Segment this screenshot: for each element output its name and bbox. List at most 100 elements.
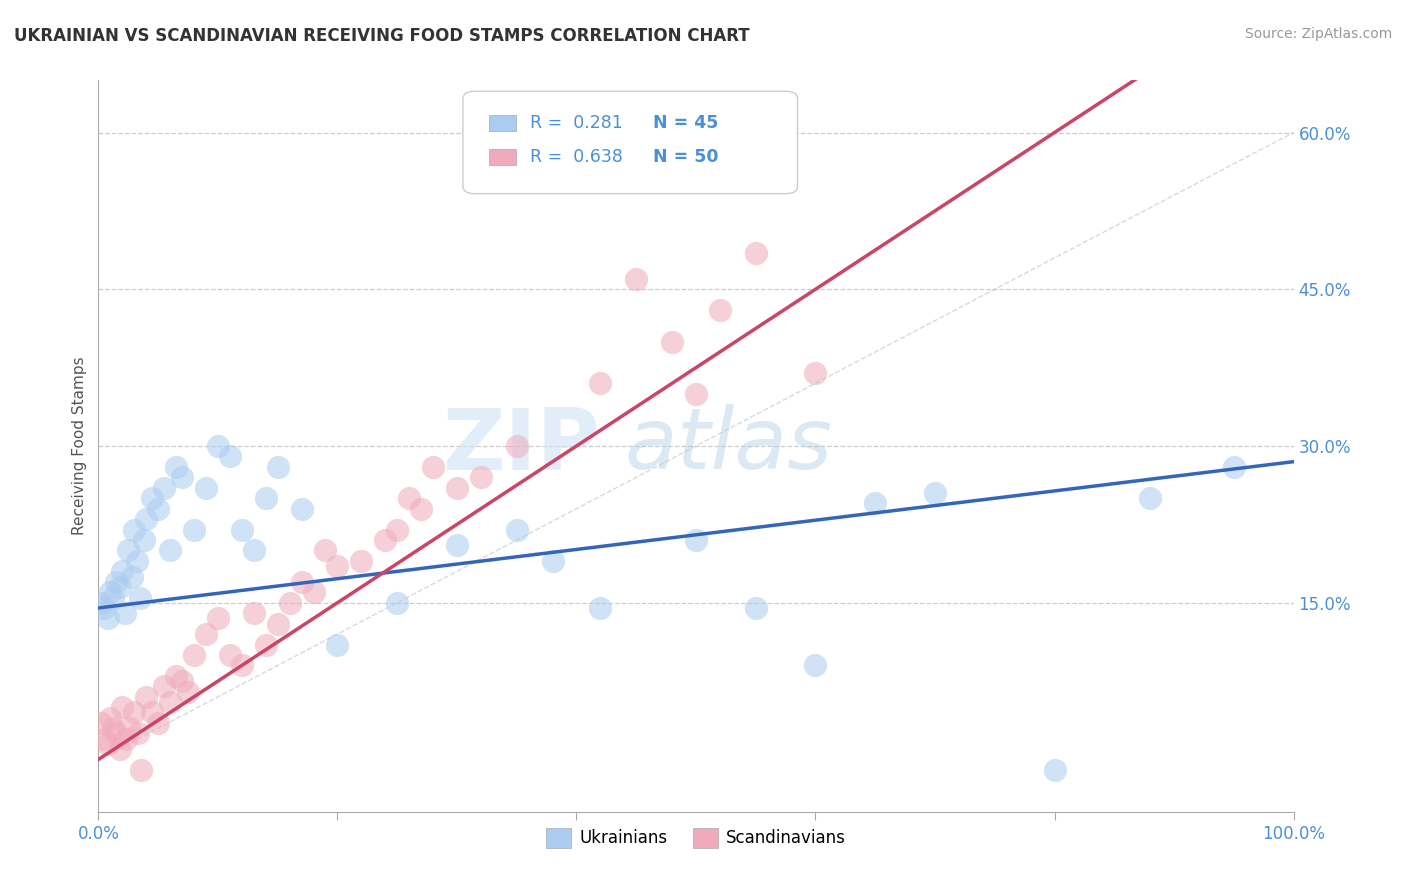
Point [385, 523, 409, 537]
Point [267, 616, 290, 631]
Point [291, 501, 314, 516]
Point [183, 523, 205, 537]
Point [506, 523, 529, 537]
Legend: Ukrainians, Scandinavians: Ukrainians, Scandinavians [540, 821, 852, 855]
Point [101, 721, 124, 735]
Point [422, 459, 444, 474]
Point [165, 459, 187, 474]
Point [446, 538, 468, 552]
Text: Source: ZipAtlas.com: Source: ZipAtlas.com [1244, 27, 1392, 41]
Point [195, 627, 218, 641]
Point [1223, 459, 1246, 474]
Point [108, 742, 131, 756]
Text: UKRAINIAN VS SCANDINAVIAN RECEIVING FOOD STAMPS CORRELATION CHART: UKRAINIAN VS SCANDINAVIAN RECEIVING FOOD… [14, 27, 749, 45]
Point [302, 585, 325, 599]
Point [231, 523, 253, 537]
Point [172, 674, 194, 689]
Point [267, 459, 290, 474]
Point [135, 512, 157, 526]
Point [924, 486, 946, 500]
Point [219, 648, 242, 662]
Point [745, 245, 768, 260]
Point [153, 481, 176, 495]
Point [131, 763, 153, 777]
Point [148, 501, 170, 516]
Point [243, 606, 266, 620]
Point [117, 543, 139, 558]
Point [326, 559, 349, 574]
Point [108, 580, 131, 594]
Point [589, 376, 612, 391]
Point [207, 611, 229, 625]
Point [91, 596, 114, 610]
Point [98, 585, 122, 599]
Point [195, 481, 218, 495]
Point [804, 366, 827, 380]
Point [132, 533, 155, 547]
Point [101, 591, 124, 605]
Point [177, 684, 200, 698]
Point [121, 569, 143, 583]
Text: N = 50: N = 50 [652, 148, 718, 166]
Point [685, 533, 707, 547]
Point [374, 533, 396, 547]
Point [219, 450, 242, 464]
Point [111, 565, 134, 579]
Point [165, 669, 187, 683]
Point [153, 679, 176, 693]
Point [804, 658, 827, 673]
Point [105, 574, 128, 589]
Point [141, 491, 163, 506]
Point [278, 596, 301, 610]
FancyBboxPatch shape [489, 115, 516, 131]
Point [231, 658, 253, 673]
Point [506, 439, 529, 453]
Point [446, 481, 468, 495]
Point [315, 543, 337, 558]
Point [626, 272, 648, 286]
Point [661, 334, 683, 349]
Point [159, 695, 181, 709]
Y-axis label: Receiving Food Stamps: Receiving Food Stamps [72, 357, 87, 535]
Point [183, 648, 205, 662]
Point [93, 601, 115, 615]
Point [470, 470, 492, 484]
Point [125, 554, 148, 568]
Point [111, 700, 134, 714]
Point [398, 491, 420, 506]
FancyBboxPatch shape [463, 91, 797, 194]
Point [124, 523, 146, 537]
Point [124, 706, 146, 720]
Point [411, 501, 433, 516]
Point [114, 606, 136, 620]
Text: N = 45: N = 45 [652, 113, 718, 132]
Point [129, 591, 152, 605]
Point [159, 543, 181, 558]
Point [745, 601, 768, 615]
Point [865, 496, 887, 510]
Point [141, 706, 163, 720]
Point [115, 731, 138, 746]
Point [1139, 491, 1161, 506]
Point [326, 638, 349, 652]
Point [207, 439, 229, 453]
Point [172, 470, 194, 484]
Point [350, 554, 373, 568]
Point [90, 715, 112, 730]
Point [97, 611, 120, 625]
Point [105, 726, 128, 740]
Point [98, 711, 122, 725]
Point [385, 596, 409, 610]
Point [148, 715, 170, 730]
Point [291, 574, 314, 589]
Text: atlas: atlas [624, 404, 832, 488]
Point [685, 386, 707, 401]
Text: R =  0.638: R = 0.638 [530, 148, 623, 166]
Point [709, 303, 731, 318]
Point [1043, 763, 1066, 777]
Text: R =  0.281: R = 0.281 [530, 113, 623, 132]
Point [589, 601, 612, 615]
FancyBboxPatch shape [489, 149, 516, 165]
Point [254, 638, 277, 652]
Point [541, 554, 564, 568]
